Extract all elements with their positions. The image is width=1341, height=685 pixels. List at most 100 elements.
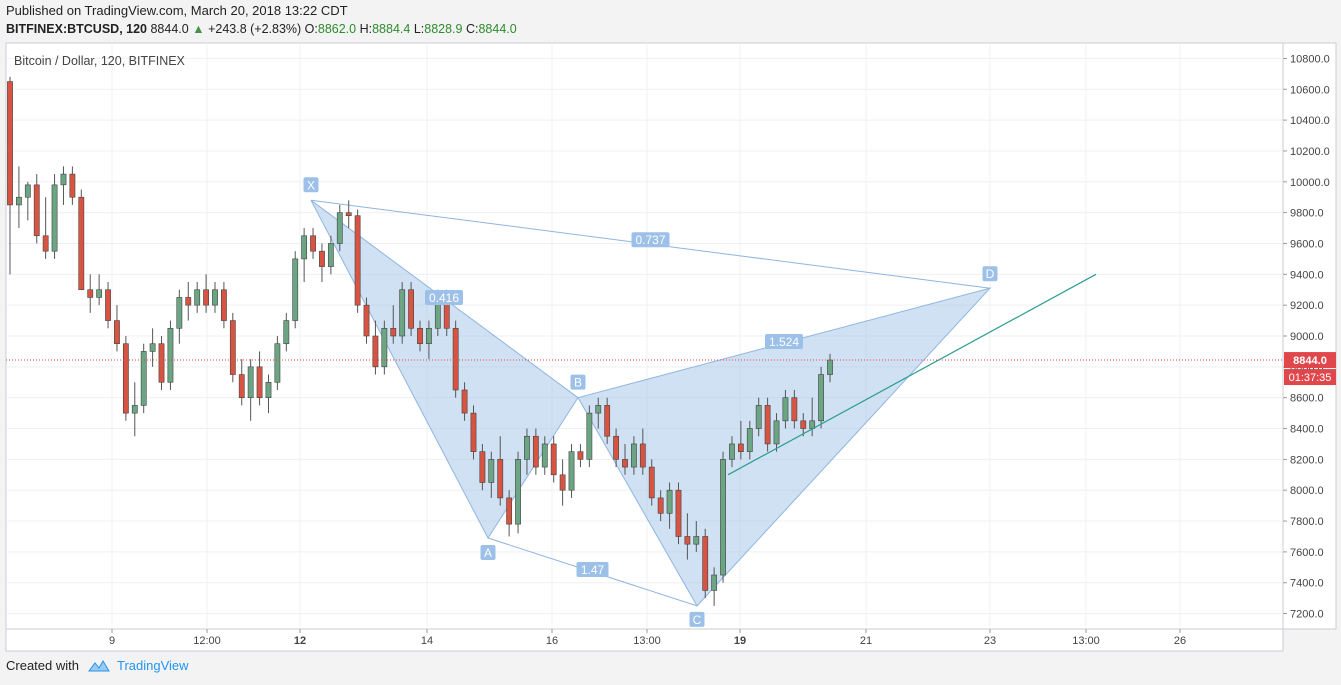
candle (755, 397, 762, 437)
chart-header: Published on TradingView.com, March 20, … (0, 0, 1341, 40)
candle-body (657, 497, 664, 514)
up-arrow-icon: ▲ (192, 22, 205, 36)
candle-body (497, 459, 504, 499)
candle-body (212, 289, 218, 306)
candle (550, 436, 557, 483)
y-tick-label: 7600.0 (1290, 547, 1324, 559)
low-value: 8828.9 (424, 22, 463, 36)
quote-line: BITFINEX:BTCUSD, 120 8844.0 ▲ +243.8 (+2… (6, 22, 517, 36)
candle-body (568, 451, 575, 491)
ratio-label-ac-bg (576, 561, 609, 577)
point-label-d-bg (982, 266, 998, 282)
ratio-label-ac-text: 1.47 (581, 563, 605, 577)
y-tick-label: 10600.0 (1290, 84, 1330, 96)
candle-body (693, 536, 700, 545)
candle (461, 382, 468, 421)
y-tick-label: 10800.0 (1290, 53, 1330, 65)
candle-body (737, 443, 744, 452)
candle (488, 451, 495, 498)
point-label-d: D (982, 266, 998, 282)
candle-body (800, 420, 807, 429)
candle-body (354, 215, 361, 306)
candle (622, 443, 628, 475)
price-axis[interactable] (1282, 42, 1337, 630)
candle-body (711, 574, 718, 591)
candle-body (577, 451, 584, 460)
pattern-labels: X A B C D 0.416 0.737 1.524 1.47 (303, 177, 998, 627)
candle (568, 443, 575, 498)
candle-body (158, 343, 165, 383)
candle (657, 490, 664, 522)
ratio-label-xd-text: 0.737 (635, 233, 665, 247)
candle-body (773, 420, 780, 445)
low-label: L: (413, 22, 425, 36)
candle-body (791, 397, 798, 422)
candle-body (595, 405, 602, 414)
countdown-text: 01:37:35 (1289, 372, 1332, 384)
candle (524, 428, 530, 475)
candle-body (631, 443, 637, 468)
candle-body (461, 389, 468, 414)
candle (336, 204, 343, 252)
ratio-label-ac: 1.47 (576, 561, 609, 577)
open-value: 8862.0 (317, 22, 357, 36)
candle (452, 320, 459, 398)
candle-body (586, 412, 593, 460)
candle (60, 166, 67, 205)
y-tick-label: 8000.0 (1290, 485, 1324, 497)
y-tick-label: 10200.0 (1290, 146, 1330, 158)
candle (541, 436, 548, 475)
current-price-badge: 8844.0 (1284, 352, 1336, 369)
y-tick-label: 7800.0 (1290, 516, 1324, 528)
y-tick-labels: 7200.0 7400.0 7600.0 7800.0 8000.0 8200.0 8400… (1283, 53, 1330, 621)
candle-body (390, 327, 397, 337)
candle-body (336, 212, 343, 244)
candle-body (372, 335, 379, 368)
candle-body (247, 366, 254, 398)
last-price: 8844.0 (150, 22, 189, 36)
symbol-label[interactable]: BITFINEX:BTCUSD, 120 (6, 22, 147, 36)
candle-body (720, 459, 726, 576)
candle (497, 436, 504, 506)
y-tick-label: 9000.0 (1290, 331, 1324, 343)
x-tick-label: 13:00 (1072, 635, 1100, 647)
candle (354, 209, 361, 313)
candle-body (648, 466, 655, 499)
candle-body (33, 184, 40, 237)
candle-body (167, 327, 174, 383)
candle-body (105, 289, 111, 321)
ratio-label-bd: 1.524 (765, 334, 803, 349)
y-tick-label: 7200.0 (1290, 609, 1324, 621)
candle-body (60, 173, 67, 186)
candle (791, 389, 798, 429)
x-tick-label: 19 (734, 635, 746, 647)
y-tick-label: 9600.0 (1290, 238, 1324, 250)
candle (105, 282, 111, 329)
x-tick-label: 12 (294, 635, 306, 647)
candle-body (452, 327, 459, 391)
candle (773, 413, 780, 452)
point-label-d-text: D (986, 267, 995, 281)
candle-body (506, 497, 513, 525)
candle-body (176, 297, 183, 329)
candle (345, 200, 352, 229)
tradingview-brand-link[interactable]: TradingView (116, 658, 189, 673)
candle-body (524, 435, 530, 460)
candle-body (319, 250, 325, 267)
countdown-badge: 01:37:35 (1284, 369, 1336, 386)
footer: Created with TradingView (6, 658, 189, 673)
point-label-a-text: A (484, 546, 492, 560)
candle-body (702, 536, 709, 591)
candle-body (363, 304, 370, 337)
time-axis[interactable] (5, 628, 1284, 652)
candle-body (292, 258, 299, 321)
candle-body (488, 459, 495, 483)
point-label-x: X (303, 177, 319, 193)
candle (782, 389, 789, 429)
x-tick-label: 13:00 (633, 635, 661, 647)
y-tick-label: 10400.0 (1290, 115, 1330, 127)
trendline[interactable] (727, 273, 1097, 476)
candle-body (69, 173, 76, 198)
candle (247, 359, 254, 421)
